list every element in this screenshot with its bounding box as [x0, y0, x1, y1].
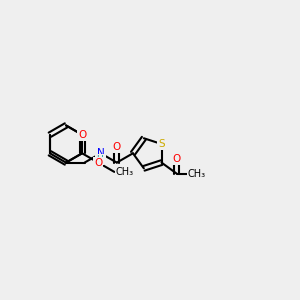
Text: S: S: [158, 139, 165, 149]
Text: O: O: [94, 158, 102, 168]
Text: O: O: [78, 130, 86, 140]
Text: CH₃: CH₃: [116, 167, 134, 177]
Text: O: O: [172, 154, 181, 164]
Text: CH₃: CH₃: [188, 169, 206, 178]
Text: N: N: [97, 148, 105, 158]
Text: H: H: [96, 155, 103, 164]
Text: O: O: [113, 142, 121, 152]
